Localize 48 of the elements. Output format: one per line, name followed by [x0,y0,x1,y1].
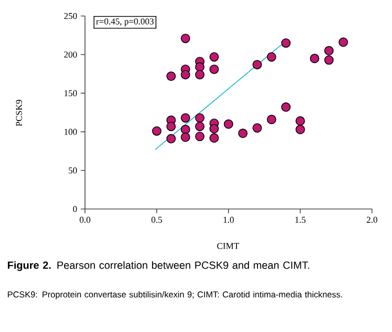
point [166,72,176,81]
point [195,132,204,142]
point [252,123,262,133]
point [166,122,176,132]
point [310,54,320,64]
point [195,113,204,123]
point [324,46,334,56]
y-axis-title: PCSK9 [16,100,22,126]
point [296,116,305,126]
point [180,132,190,142]
point [195,62,204,72]
point [209,133,219,143]
point [338,38,348,47]
point [209,124,219,134]
y-tick-label: 250 [64,12,77,20]
x-tick-label: 1.0 [224,216,234,223]
y-tick-label: 200 [64,52,77,58]
point [266,52,276,62]
point [281,38,291,48]
text: Figure 2. Pearson correlation between PCSK9 and mean CIMT. [8,261,310,271]
y-tick-label: 100 [64,128,77,135]
annotation: r=0.45, p=0.003 [96,18,154,26]
point [238,128,248,138]
point [180,113,190,123]
x-tick-label: 1.5 [295,216,306,223]
x-tick-label: 2.0 [366,216,378,223]
point [209,52,219,62]
point [195,70,204,80]
y-tick-label: 150 [64,90,77,96]
x-axis-title: CIMT [217,242,240,250]
point [281,102,291,112]
x-tick-label: 0.5 [151,216,162,223]
point [152,126,162,136]
point [166,134,176,144]
y-tick-label: 0 [73,206,77,212]
point [180,70,190,80]
point [324,55,334,65]
point [224,119,234,129]
point [209,64,219,74]
point [266,114,276,124]
point [195,122,204,132]
point [252,60,262,70]
text: PCSK9: Proprotein convertase subtilisin/kexin 9; CIMT: Carotid intima-media thickness. [8,291,342,300]
point [296,124,305,134]
x-tick-label: 0.0 [80,216,90,223]
y-tick-label: 50 [68,167,77,174]
point [180,34,190,44]
point [180,124,190,134]
